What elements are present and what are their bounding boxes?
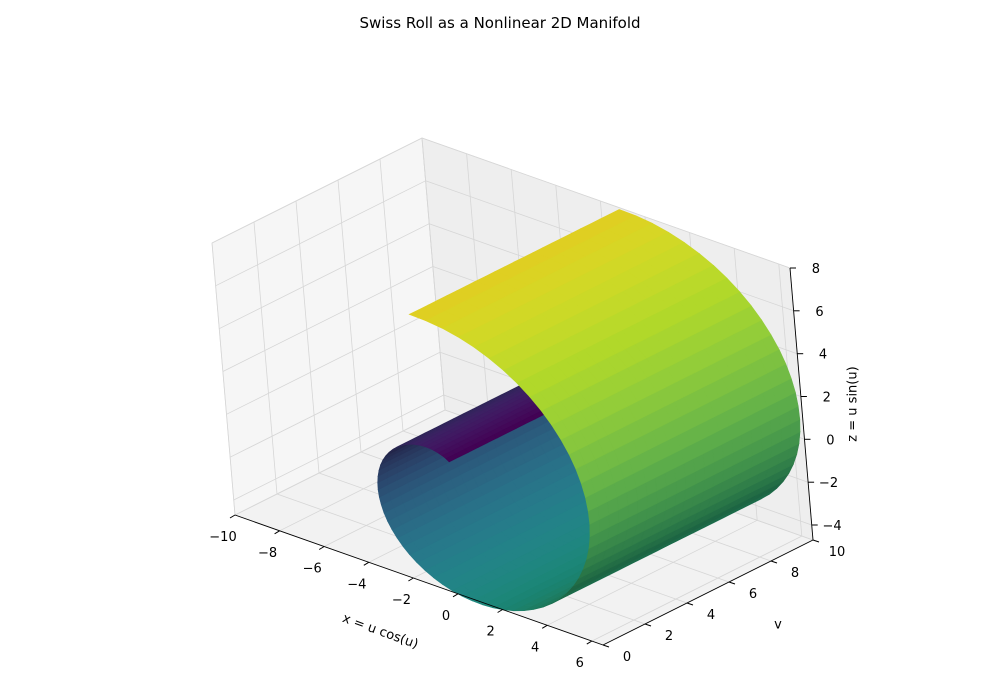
surface-patch [445, 453, 460, 463]
grid-line-y-left [421, 137, 446, 411]
y-tick-mark [644, 623, 652, 627]
x-tick-mark [497, 609, 503, 613]
x-tick-mark [452, 593, 459, 598]
y-tick-mark [686, 602, 694, 606]
y-axis-label: v [774, 618, 782, 633]
x-tick-label: −8 [258, 546, 277, 561]
y-tick-mark [728, 581, 736, 585]
x-tick-label: 0 [442, 609, 450, 624]
y-tick-label: 4 [707, 608, 715, 623]
z-tick-label: −4 [823, 519, 842, 534]
x-tick-mark [586, 640, 593, 645]
grid-line-z-left [233, 394, 444, 501]
grid-line-z-left [226, 308, 437, 415]
surface-patch [516, 378, 540, 398]
grid-line-z-left [211, 137, 423, 244]
grid-line-z-back [421, 137, 791, 269]
grid-line-y-left [253, 221, 278, 495]
x-tick-mark [541, 624, 548, 629]
z-tick-label: 6 [815, 305, 823, 320]
x-axis-label: x = u cos(u) [340, 611, 420, 652]
x-tick-mark [274, 530, 280, 535]
x-tick-mark [363, 561, 370, 566]
x-tick-mark [318, 546, 325, 550]
z-tick-label: 8 [812, 262, 820, 277]
x-tick-label: −4 [347, 577, 366, 592]
y-tick-label: 6 [749, 587, 757, 602]
grid-line-y-left [211, 242, 236, 516]
chart-title: Swiss Roll as a Nonlinear 2D Manifold [359, 14, 640, 32]
grid-line-y-left [295, 200, 320, 474]
x-tick-mark [408, 577, 414, 582]
y-tick-label: 8 [791, 566, 799, 581]
x-tick-label: −6 [303, 562, 322, 577]
x-axis-line [234, 514, 604, 646]
y-tick-label: 0 [623, 650, 631, 665]
x-tick-label: 2 [486, 625, 494, 640]
surface-plot [377, 209, 801, 612]
y-tick-mark [770, 560, 778, 564]
z-tick-label: 2 [823, 391, 831, 406]
x-tick-label: 4 [531, 640, 539, 655]
grid-line-x-floor [591, 535, 802, 642]
z-tick-label: 4 [819, 348, 827, 363]
x-tick-label: 6 [576, 656, 584, 671]
z-tick-label: 0 [826, 433, 834, 448]
y-tick-mark [812, 539, 820, 543]
grid-line-y-left [337, 179, 362, 453]
y-axis-line [602, 539, 814, 646]
grid-line-z-left [222, 266, 434, 372]
z-axis-line [789, 267, 814, 541]
x-tick-label: −2 [392, 593, 411, 608]
axes: −10 −8 −6 −4 −2 0 2 4 6 0 2 4 6 8 10 −4 −2 0 2 4 6 8 [209, 262, 845, 671]
grid-line-z-left [229, 351, 441, 458]
grid-line-z-left [219, 223, 430, 330]
grid-line-x-floor [234, 409, 446, 516]
y-tick-mark [602, 644, 610, 648]
grid-line-x-floor [547, 519, 758, 626]
x-tick-mark [229, 514, 236, 519]
y-tick-label: 2 [665, 629, 673, 644]
z-axis-label: z = u sin(u) [846, 366, 861, 441]
z-tick-label: −2 [819, 476, 838, 491]
grid-line-y-left [379, 158, 404, 432]
y-tick-label: 10 [829, 545, 846, 560]
x-tick-label: −10 [209, 530, 236, 545]
grid-line-z-left [215, 180, 426, 287]
